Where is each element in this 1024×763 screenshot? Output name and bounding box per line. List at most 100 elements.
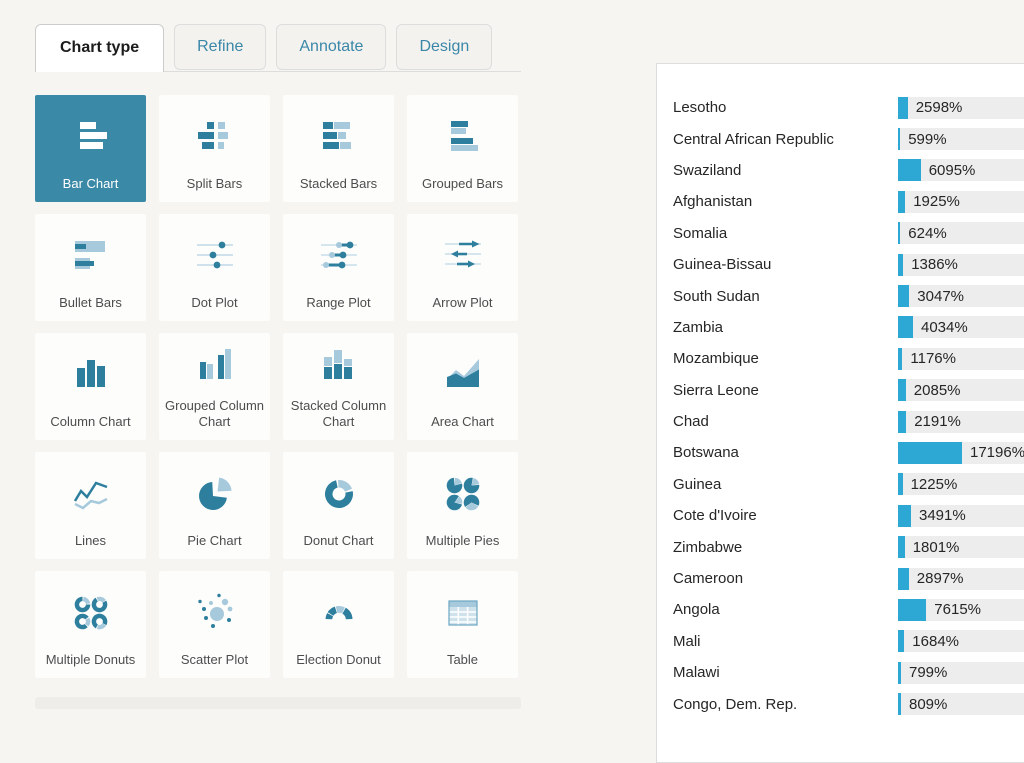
tab-label: Annotate: [299, 38, 364, 55]
chart-row: Guinea 1225%: [657, 469, 1024, 500]
bar-track: 1684%: [898, 630, 1024, 653]
tab-chart-type[interactable]: Chart type: [35, 24, 165, 72]
value-label: 2191%: [914, 413, 961, 431]
value-label: 1684%: [912, 632, 960, 650]
tab-label: Chart type: [60, 39, 140, 56]
chart-type-bullet-bars[interactable]: Bullet Bars: [35, 214, 146, 321]
bar-track: 3491%: [898, 504, 1024, 527]
chart-row: South Sudan 3047%: [657, 280, 1024, 311]
bar: [898, 253, 904, 276]
chart-type-stacked-bars[interactable]: Stacked Bars: [283, 95, 394, 202]
category-label: Afghanistan: [673, 193, 753, 211]
chart-type-lines[interactable]: Lines: [35, 452, 146, 559]
stacked-column-chart-icon: [315, 333, 363, 398]
chart-row: Lesotho 2598%: [657, 92, 1024, 123]
value-label: 4034%: [921, 318, 968, 336]
bar-track: 2598%: [898, 96, 1024, 119]
chart-type-label: Dot Plot: [191, 294, 238, 310]
bar: [898, 410, 907, 433]
value-label: 2598%: [915, 99, 963, 117]
bar: [898, 441, 962, 464]
chart-row: Afghanistan 1925%: [657, 186, 1024, 217]
tab-annotate[interactable]: Annotate: [276, 24, 387, 70]
chart-type-scatter-plot[interactable]: Scatter Plot: [159, 571, 270, 678]
chart-type-range-plot[interactable]: Range Plot: [283, 214, 394, 321]
tab-divider: [35, 71, 521, 72]
value-label: 1386%: [911, 256, 958, 274]
tab-refine[interactable]: Refine: [174, 24, 267, 70]
bar-track: 3047%: [898, 285, 1024, 308]
chart-type-multiple-donuts[interactable]: Multiple Donuts: [35, 571, 146, 678]
chart-type-label: Area Chart: [431, 413, 494, 429]
column-chart-icon: [67, 333, 115, 414]
arrow-plot-icon: [439, 214, 487, 295]
value-label: 624%: [908, 224, 947, 242]
value-label: 2897%: [916, 570, 964, 588]
bar-track: 624%: [898, 222, 1024, 245]
chart-type-stacked-column-chart[interactable]: Stacked Column Chart: [283, 333, 394, 440]
chart-type-grouped-column-chart[interactable]: Grouped Column Chart: [159, 333, 270, 440]
bar: [898, 693, 901, 716]
chart-type-label: Range Plot: [306, 294, 371, 310]
category-label: Swaziland: [673, 161, 742, 179]
bar: [898, 96, 908, 119]
chart-type-label: Split Bars: [186, 175, 243, 191]
donut-chart-icon: [315, 452, 363, 533]
bullet-bars-icon: [67, 214, 115, 295]
category-label: Guinea-Bissau: [673, 256, 772, 274]
value-label: 17196%: [970, 444, 1024, 462]
value-label: 1225%: [910, 475, 958, 493]
category-label: Cameroon: [673, 570, 744, 588]
category-label: Malawi: [673, 664, 720, 682]
table-icon: [439, 571, 487, 652]
chart-type-table[interactable]: Table: [407, 571, 518, 678]
bar: [898, 159, 921, 182]
chart-type-bar-chart[interactable]: Bar Chart: [35, 95, 146, 202]
category-label: Zambia: [673, 318, 724, 336]
election-donut-icon: [315, 571, 363, 652]
chart-type-label: Stacked Bars: [299, 175, 378, 191]
chart-type-split-bars[interactable]: Split Bars: [159, 95, 270, 202]
chart-type-area-chart[interactable]: Area Chart: [407, 333, 518, 440]
chart-type-election-donut[interactable]: Election Donut: [283, 571, 394, 678]
chart-preview-panel: Lesotho 2598% Central African Republic 5…: [656, 63, 1024, 763]
chart-rows: Lesotho 2598% Central African Republic 5…: [657, 92, 1024, 720]
grouped-column-chart-icon: [191, 333, 239, 398]
multiple-pies-icon: [439, 452, 487, 533]
chart-type-label: Scatter Plot: [180, 651, 249, 667]
bar-track: 1225%: [898, 473, 1024, 496]
chart-type-donut-chart[interactable]: Donut Chart: [283, 452, 394, 559]
category-label: Central African Republic: [673, 130, 834, 148]
chart-row: Zambia 4034%: [657, 312, 1024, 343]
chart-type-multiple-pies[interactable]: Multiple Pies: [407, 452, 518, 559]
category-label: Congo, Dem. Rep.: [673, 695, 798, 713]
chart-type-arrow-plot[interactable]: Arrow Plot: [407, 214, 518, 321]
tab-design[interactable]: Design: [396, 24, 493, 70]
value-label: 2085%: [913, 381, 961, 399]
value-label: 799%: [909, 664, 948, 682]
chart-type-grouped-bars[interactable]: Grouped Bars: [407, 95, 518, 202]
bottom-divider: [35, 697, 521, 709]
bar-track: 1176%: [898, 347, 1024, 370]
chart-type-column-chart[interactable]: Column Chart: [35, 333, 146, 440]
chart-type-label: Election Donut: [296, 651, 381, 667]
chart-type-grid: Bar Chart Split Bars Stacked Bars Groupe…: [35, 95, 518, 678]
chart-row: Chad 2191%: [657, 406, 1024, 437]
value-label: 599%: [908, 130, 947, 148]
pie-chart-icon: [191, 452, 239, 533]
chart-type-label: Bar Chart: [62, 175, 119, 191]
bar: [898, 190, 906, 213]
chart-type-label: Donut Chart: [303, 532, 374, 548]
chart-row: Central African Republic 599%: [657, 123, 1024, 154]
bar: [898, 379, 906, 402]
bar: [898, 504, 911, 527]
lines-icon: [67, 452, 115, 533]
chart-type-dot-plot[interactable]: Dot Plot: [159, 214, 270, 321]
category-label: Botswana: [673, 444, 739, 462]
chart-type-pie-chart[interactable]: Pie Chart: [159, 452, 270, 559]
bar: [898, 285, 910, 308]
bar-track: 1386%: [898, 253, 1024, 276]
bar: [898, 473, 903, 496]
bar: [898, 316, 913, 339]
category-label: Lesotho: [673, 99, 727, 117]
